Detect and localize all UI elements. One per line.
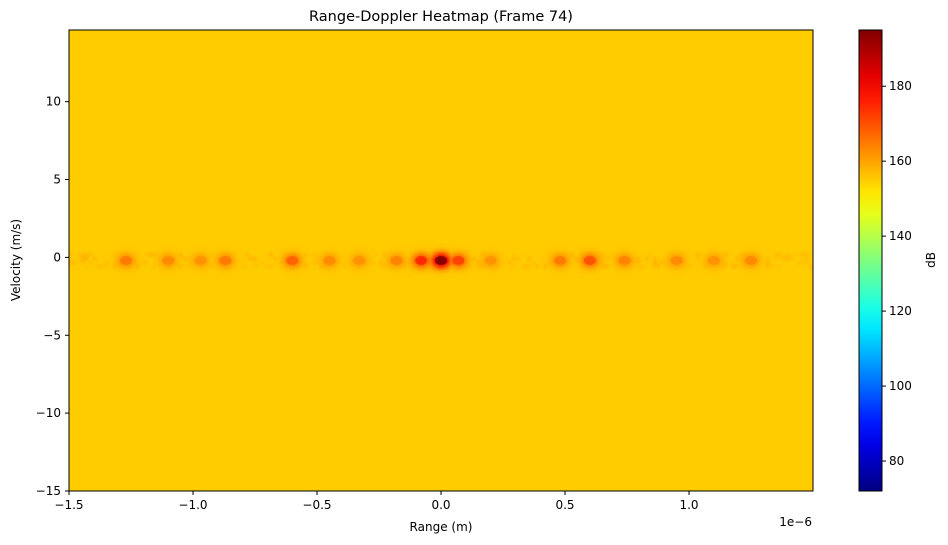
doppler-peak-3 xyxy=(219,256,232,265)
doppler-peak-15 xyxy=(670,256,683,265)
doppler-peak-0 xyxy=(120,256,133,265)
x-axis-ticks: −1.5 −1.0 −0.5 0.0 0.5 1.0 xyxy=(54,491,699,512)
doppler-peak-14 xyxy=(618,256,631,265)
doppler-peak-9 xyxy=(435,256,447,265)
y-tick-1-label: −10 xyxy=(36,406,61,420)
colorbar-tick-2-label: 120 xyxy=(889,304,912,318)
doppler-peak-10 xyxy=(452,256,465,265)
colorbar-label: dB xyxy=(924,252,938,268)
doppler-peak-13 xyxy=(583,256,596,265)
doppler-peak-6 xyxy=(353,256,366,265)
x-tick-4-label: 0.5 xyxy=(555,498,574,512)
colorbar-tick-3-label: 140 xyxy=(889,229,912,243)
colorbar-ticks: 80 100 120 140 160 180 xyxy=(882,79,912,468)
doppler-peak-5 xyxy=(323,256,336,265)
y-tick-0-label: −15 xyxy=(36,484,61,498)
doppler-peak-12 xyxy=(554,256,567,265)
y-tick-4-label: 5 xyxy=(53,173,61,187)
y-axis-ticks: −15 −10 −5 0 5 10 xyxy=(36,95,69,498)
x-tick-1-label: −1.0 xyxy=(178,498,207,512)
y-tick-5-label: 10 xyxy=(46,95,61,109)
plot-area xyxy=(68,29,814,492)
doppler-peak-2 xyxy=(194,256,207,265)
doppler-peak-4 xyxy=(286,256,299,265)
colorbar: 80 100 120 140 160 180 dB xyxy=(858,29,938,492)
colorbar-tick-1-label: 100 xyxy=(889,379,912,393)
doppler-peak-17 xyxy=(745,256,757,265)
colorbar-tick-5-label: 180 xyxy=(889,79,912,93)
chart-title: Range-Doppler Heatmap (Frame 74) xyxy=(309,9,573,25)
colorbar-tick-4-label: 160 xyxy=(889,154,912,168)
colorbar-gradient xyxy=(858,29,883,492)
doppler-peak-7 xyxy=(390,256,403,265)
x-tick-0-label: −1.5 xyxy=(54,498,83,512)
doppler-peak-8 xyxy=(415,256,428,265)
x-tick-5-label: 1.0 xyxy=(679,498,698,512)
y-tick-2-label: −5 xyxy=(43,328,61,342)
peak-layer xyxy=(120,256,757,265)
y-axis-label: Velocity (m/s) xyxy=(9,219,23,301)
x-axis-offset-label: 1e−6 xyxy=(779,515,812,529)
doppler-peak-16 xyxy=(707,256,720,265)
y-tick-3-label: 0 xyxy=(53,250,61,264)
doppler-peak-11 xyxy=(484,256,497,265)
x-tick-3-label: 0.0 xyxy=(431,498,450,512)
colorbar-tick-0-label: 80 xyxy=(889,454,904,468)
x-tick-2-label: −0.5 xyxy=(302,498,331,512)
x-axis-label: Range (m) xyxy=(410,520,473,534)
doppler-peak-1 xyxy=(162,256,175,265)
